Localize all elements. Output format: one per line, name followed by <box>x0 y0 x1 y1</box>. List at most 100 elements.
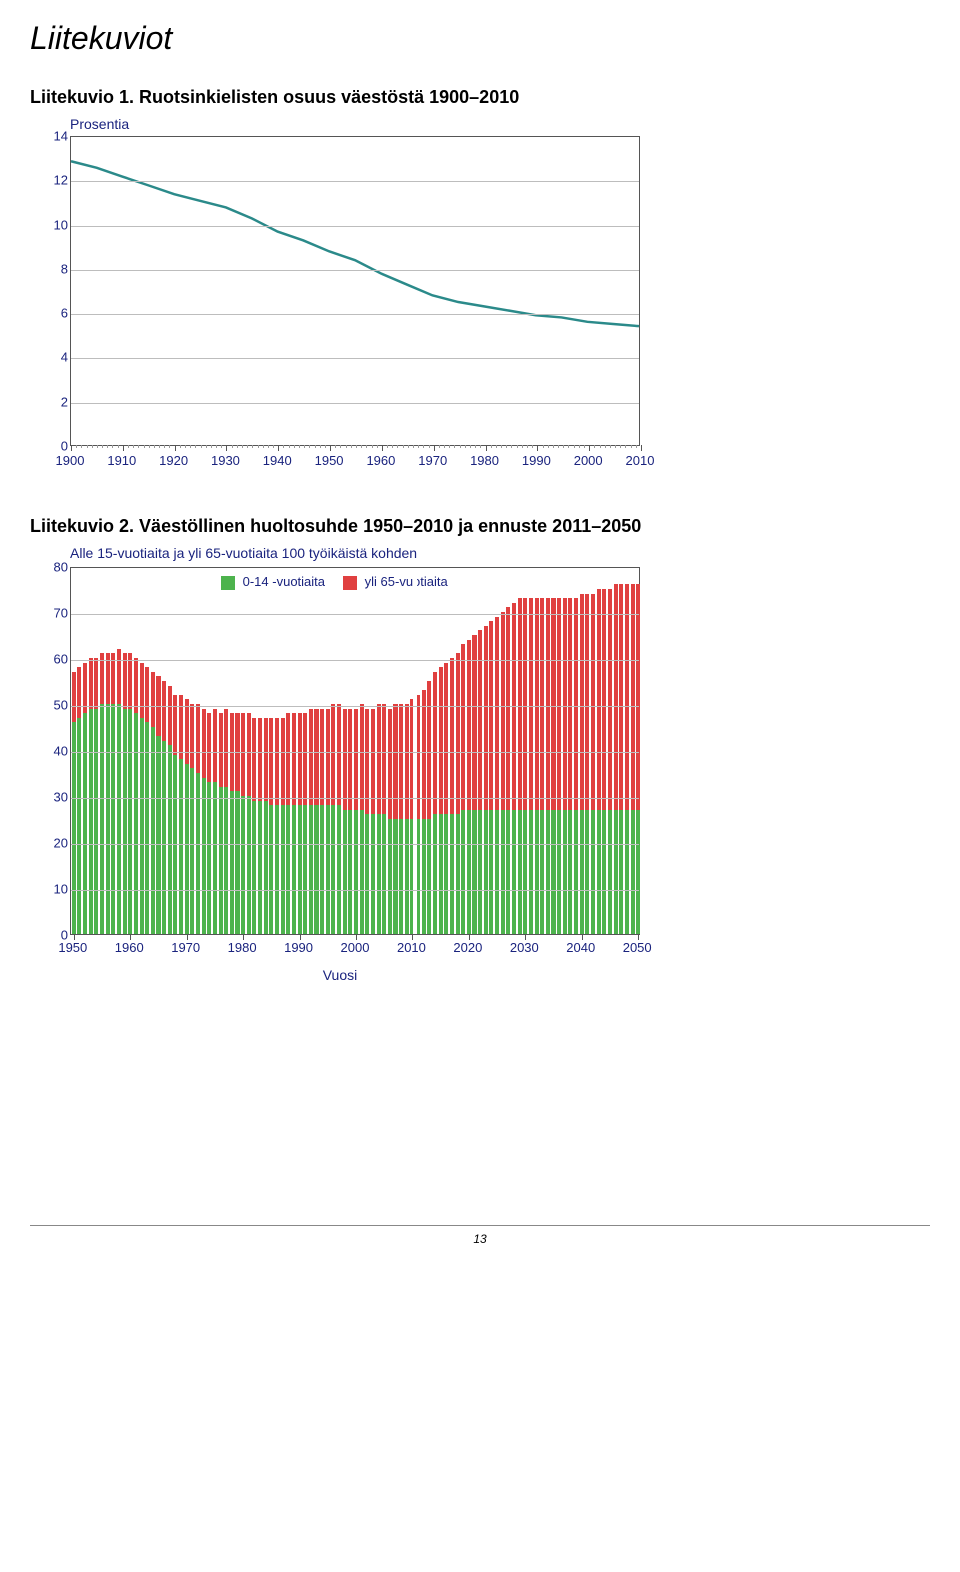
bar-green-2032 <box>535 810 539 934</box>
bar-green-2045 <box>608 810 612 934</box>
bar-red-1977 <box>224 709 228 787</box>
chart-1-xtick-1930: 1930 <box>211 453 240 468</box>
bar-green-2048 <box>625 810 629 934</box>
page-number: 13 <box>473 1232 486 1246</box>
chart-2-ytick-80: 80 <box>38 560 68 575</box>
bar-green-2015 <box>439 814 443 934</box>
chart-1-ytick-6: 6 <box>38 306 68 321</box>
bar-red-2032 <box>535 598 539 810</box>
bar-red-1950 <box>72 672 76 723</box>
bar-green-2022 <box>478 810 482 934</box>
chart-1-xtick-1970: 1970 <box>418 453 447 468</box>
chart-2-ytick-50: 50 <box>38 698 68 713</box>
bar-red-2048 <box>625 584 629 809</box>
chart-2-bars-layer <box>71 568 639 934</box>
chart-1-xtick-2010: 2010 <box>626 453 655 468</box>
chart-2-xtick-1960: 1960 <box>115 940 144 955</box>
bar-red-2019 <box>461 644 465 810</box>
chart-1-xtick-1980: 1980 <box>470 453 499 468</box>
bar-green-1954 <box>94 709 98 934</box>
bar-red-2045 <box>608 589 612 810</box>
bar-red-2018 <box>456 653 460 814</box>
figure-1: Liitekuvio 1. Ruotsinkielisten osuus väe… <box>30 87 930 476</box>
chart-1-xtick-1990: 1990 <box>522 453 551 468</box>
bar-green-2023 <box>484 810 488 934</box>
bar-green-1993 <box>314 805 318 934</box>
bar-green-1970 <box>185 764 189 934</box>
bar-green-1978 <box>230 791 234 934</box>
chart-2-ytick-40: 40 <box>38 744 68 759</box>
bar-green-1958 <box>117 704 121 934</box>
bar-red-2044 <box>602 589 606 810</box>
bar-red-2029 <box>518 598 522 810</box>
forecast-gap <box>413 568 416 934</box>
bar-red-1954 <box>94 658 98 709</box>
bar-green-1991 <box>303 805 307 934</box>
bar-green-1976 <box>219 787 223 934</box>
bar-green-2042 <box>591 810 595 934</box>
bar-green-2016 <box>444 814 448 934</box>
bar-green-1952 <box>83 713 87 934</box>
bar-green-1985 <box>269 805 273 934</box>
bar-red-1993 <box>314 709 318 806</box>
bar-red-1983 <box>258 718 262 801</box>
bar-green-2033 <box>540 810 544 934</box>
bar-red-1973 <box>202 709 206 778</box>
bar-red-2015 <box>439 667 443 814</box>
bar-green-2049 <box>631 810 635 934</box>
bar-green-2006 <box>388 819 392 934</box>
bar-green-1989 <box>292 805 296 934</box>
bar-red-1998 <box>343 709 347 810</box>
bar-green-2013 <box>427 819 431 934</box>
chart-2-xtick-1970: 1970 <box>171 940 200 955</box>
bar-red-2039 <box>574 598 578 810</box>
bar-red-1966 <box>162 681 166 741</box>
chart-2-y-axis-title: Alle 15-vuotiaita ja yli 65-vuotiaita 10… <box>70 545 417 561</box>
bar-green-1959 <box>123 709 127 934</box>
bar-green-2003 <box>371 814 375 934</box>
bar-green-1977 <box>224 787 228 934</box>
bar-green-1966 <box>162 741 166 934</box>
bar-green-1971 <box>190 768 194 934</box>
bar-green-1999 <box>348 810 352 934</box>
bar-green-2007 <box>393 819 397 934</box>
bar-red-2007 <box>393 704 397 819</box>
bar-red-2050 <box>636 584 640 809</box>
bar-red-2037 <box>563 598 567 810</box>
bar-red-1986 <box>275 718 279 805</box>
bar-red-2000 <box>354 709 358 810</box>
bar-red-1996 <box>331 704 335 805</box>
bar-red-1976 <box>219 713 223 787</box>
bar-red-2040 <box>580 594 584 810</box>
bar-red-1968 <box>173 695 177 755</box>
bar-green-2030 <box>523 810 527 934</box>
bar-red-1992 <box>309 709 313 806</box>
bar-green-2041 <box>585 810 589 934</box>
chart-1-y-axis-title: Prosentia <box>70 116 129 132</box>
bar-red-1970 <box>185 699 189 763</box>
bar-green-1955 <box>100 704 104 934</box>
bar-green-2002 <box>365 814 369 934</box>
bar-red-2024 <box>489 621 493 810</box>
bar-red-2014 <box>433 672 437 815</box>
bar-green-2000 <box>354 810 358 934</box>
bar-red-1959 <box>123 653 127 708</box>
bar-red-1964 <box>151 672 155 727</box>
bar-red-1953 <box>89 658 93 709</box>
bar-red-1991 <box>303 713 307 805</box>
page-footer: 13 <box>30 1225 930 1246</box>
bar-red-1984 <box>264 718 268 801</box>
bar-red-1961 <box>134 658 138 713</box>
chart-2-ytick-10: 10 <box>38 882 68 897</box>
bar-red-2020 <box>467 640 471 810</box>
bar-green-1995 <box>326 805 330 934</box>
figure-1-caption-prefix: Liitekuvio 1. <box>30 87 134 107</box>
bar-red-1972 <box>196 704 200 773</box>
bar-red-2017 <box>450 658 454 814</box>
bar-red-1997 <box>337 704 341 805</box>
bar-red-1963 <box>145 667 149 722</box>
chart-2-xtick-2030: 2030 <box>510 940 539 955</box>
bar-red-2035 <box>551 598 555 810</box>
figure-2-caption-rest: Väestöllinen huoltosuhde 1950–2010 ja en… <box>139 516 641 536</box>
bar-green-2039 <box>574 810 578 934</box>
